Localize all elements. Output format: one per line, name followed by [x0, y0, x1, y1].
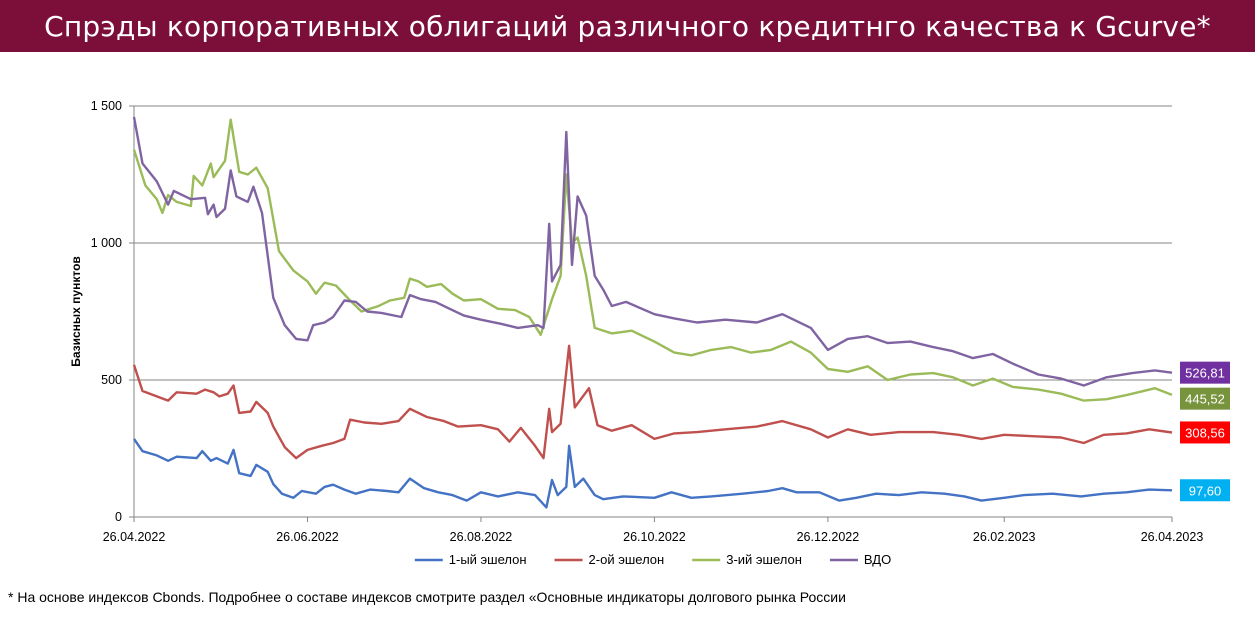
end-label-box-1 — [1180, 479, 1230, 502]
legend-label-3: 3-ий эшелон — [726, 552, 802, 567]
y-tick-label: 1 500 — [91, 99, 122, 113]
axes: 0 500 1 000 1 500 26.04.2022 26.06.2022 26.08.… — [69, 99, 1203, 544]
x-tick-label: 26.02.2023 — [973, 530, 1036, 544]
legend: 1-ый эшелон 2-ой эшелон 3-ий эшелон ВДО — [414, 552, 891, 567]
series-line-4 — [132, 116, 1173, 387]
x-tick-label: 26.10.2022 — [623, 530, 686, 544]
end-label-2: 308,56 — [1185, 425, 1225, 440]
end-label-4: 526,81 — [1185, 366, 1225, 381]
chart-area: 0 500 1 000 1 500 26.04.2022 26.06.2022 26.08.… — [69, 99, 1230, 567]
y-tick-label: 1 000 — [91, 236, 122, 250]
legend-label-4: ВДО — [864, 552, 891, 567]
title-bar: Спрэды корпоративных облигаций различног… — [0, 0, 1255, 52]
footnote: * На основе индексов Cbonds. Подробнее о… — [8, 589, 846, 605]
grid — [134, 105, 1172, 381]
end-label-box-4 — [1180, 361, 1230, 384]
x-tick-label: 26.06.2022 — [276, 530, 339, 544]
chart-title: Спрэды корпоративных облигаций различног… — [44, 9, 1211, 43]
x-tick-label: 26.12.2022 — [797, 530, 860, 544]
end-label-box-3 — [1180, 387, 1230, 410]
end-label-3: 445,52 — [1185, 392, 1225, 407]
series-lines — [132, 116, 1173, 509]
end-label-1: 97,60 — [1189, 483, 1222, 498]
end-label-box-2 — [1180, 421, 1230, 444]
x-tick-label: 26.04.2023 — [1141, 530, 1204, 544]
x-tick-label: 26.04.2022 — [103, 530, 166, 544]
x-tick-label: 26.08.2022 — [450, 530, 513, 544]
series-line-2 — [132, 344, 1173, 460]
legend-label-1: 1-ый эшелон — [449, 552, 527, 567]
legend-label-2: 2-ой эшелон — [589, 552, 665, 567]
series-line-1 — [133, 438, 1173, 509]
y-axis-label: Базисных пунктов — [69, 256, 83, 367]
series-line-3 — [132, 118, 1173, 402]
y-tick-label: 500 — [101, 373, 122, 387]
end-labels: 526,81 445,52 308,56 97,60 — [1180, 361, 1230, 502]
y-tick-label: 0 — [115, 510, 122, 524]
